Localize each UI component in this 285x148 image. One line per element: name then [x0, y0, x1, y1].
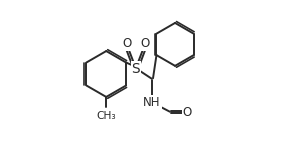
Text: S: S — [132, 62, 140, 76]
Text: O: O — [183, 106, 192, 119]
Text: O: O — [140, 37, 149, 50]
Text: O: O — [122, 37, 132, 50]
Text: CH₃: CH₃ — [96, 111, 116, 121]
Text: NH: NH — [143, 96, 161, 109]
